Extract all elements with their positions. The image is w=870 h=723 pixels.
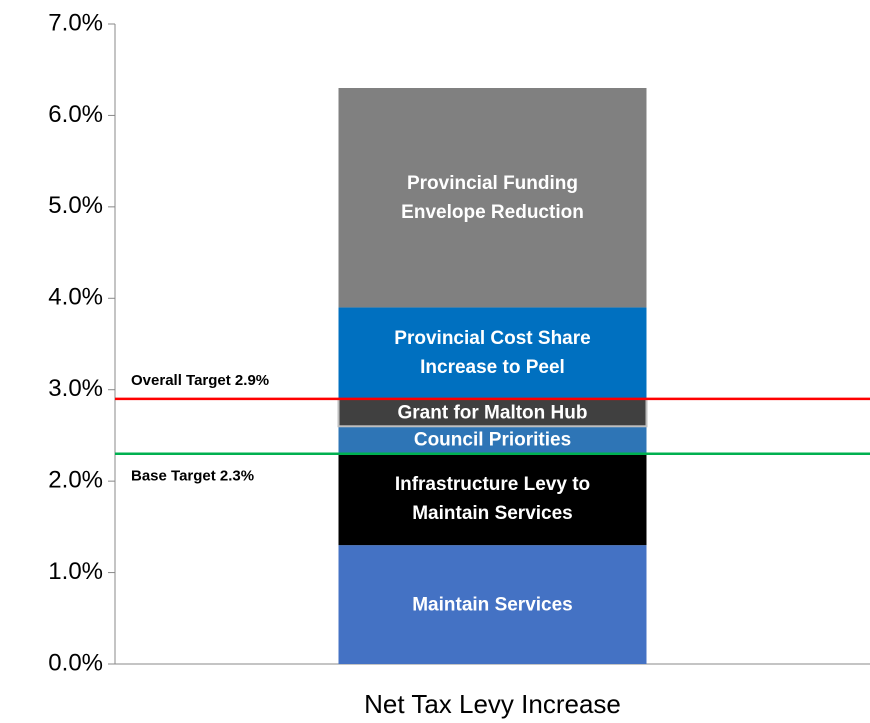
segment-label: Council Priorities <box>413 429 572 451</box>
reference-label: Overall Target 2.9% <box>131 372 269 389</box>
segment-label: Infrastructure Levy to Maintain Services <box>394 474 591 525</box>
y-tick-label: 7.0% <box>48 9 103 36</box>
bar-segment <box>338 307 647 399</box>
bar-segment <box>338 88 647 308</box>
bar-segment <box>338 545 647 664</box>
segment-label: Provincial Funding Envelope Reduction <box>401 172 584 223</box>
y-tick-label: 0.0% <box>48 649 103 676</box>
x-tick-label: Net Tax Levy Increase <box>364 689 621 719</box>
bar-segment <box>338 453 647 546</box>
bar-segment <box>337 397 648 428</box>
segment-label: Provincial Cost Share Increase to Peel <box>394 328 591 379</box>
y-tick-label: 4.0% <box>48 284 103 311</box>
segment-label: Grant for Malton Hub <box>397 402 588 424</box>
segment-label: Maintain Services <box>412 594 573 616</box>
reference-label: Base Target 2.3% <box>131 468 254 485</box>
bar-segment <box>338 426 647 454</box>
y-tick-label: 2.0% <box>48 466 103 493</box>
y-tick-label: 3.0% <box>48 375 103 402</box>
y-tick-label: 6.0% <box>48 101 103 128</box>
y-tick-label: 5.0% <box>48 192 103 219</box>
y-tick-label: 1.0% <box>48 558 103 585</box>
